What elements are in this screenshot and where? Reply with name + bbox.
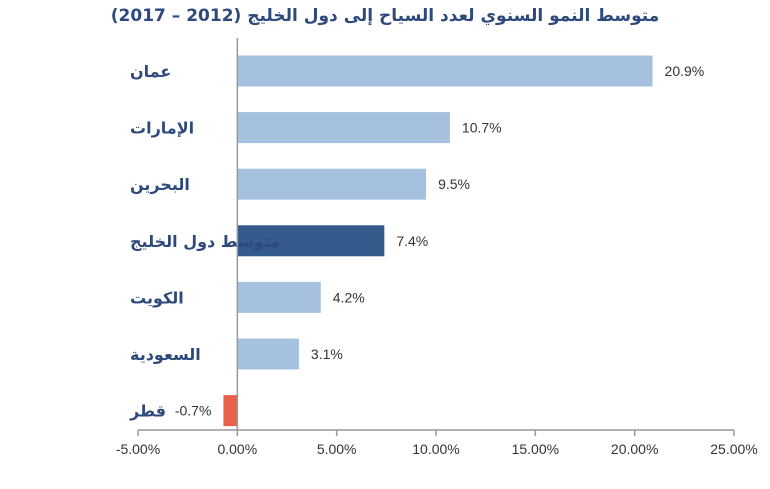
- x-tick-label-2: 5.00%: [317, 441, 357, 457]
- x-tick-label-1: 0.00%: [217, 441, 257, 457]
- x-tick-label-5: 20.00%: [611, 441, 658, 457]
- x-tick-label-6: 25.00%: [710, 441, 757, 457]
- bar-4: [237, 281, 321, 313]
- x-tick-label-3: 10.00%: [412, 441, 459, 457]
- category-label-5: السعودية: [130, 345, 201, 364]
- bar-2: [237, 168, 427, 200]
- bar-5: [237, 338, 299, 370]
- category-label-4: الكويت: [130, 288, 184, 307]
- data-label-2: 9.5%: [438, 176, 470, 192]
- category-label-3: متوسط دول الخليج: [130, 232, 280, 251]
- category-label-2: البحرين: [130, 175, 190, 194]
- data-label-1: 10.7%: [462, 120, 502, 136]
- data-label-5: 3.1%: [311, 346, 343, 362]
- bar-3: [237, 225, 385, 257]
- category-label-1: الإمارات: [130, 119, 194, 138]
- category-label-6: قطر: [129, 402, 166, 421]
- data-label-6: -0.7%: [175, 403, 212, 419]
- data-label-3: 7.4%: [396, 233, 428, 249]
- data-label-0: 20.9%: [665, 63, 705, 79]
- x-tick-label-4: 15.00%: [512, 441, 559, 457]
- data-label-4: 4.2%: [333, 289, 365, 305]
- x-tick-label-0: -5.00%: [116, 441, 160, 457]
- bar-6: [223, 395, 238, 427]
- bar-0: [237, 55, 653, 87]
- category-label-0: عمان: [130, 62, 171, 81]
- bar-1: [237, 112, 450, 144]
- chart-title: متوسط النمو السنوي لعدد السياح إلى دول ا…: [110, 6, 660, 26]
